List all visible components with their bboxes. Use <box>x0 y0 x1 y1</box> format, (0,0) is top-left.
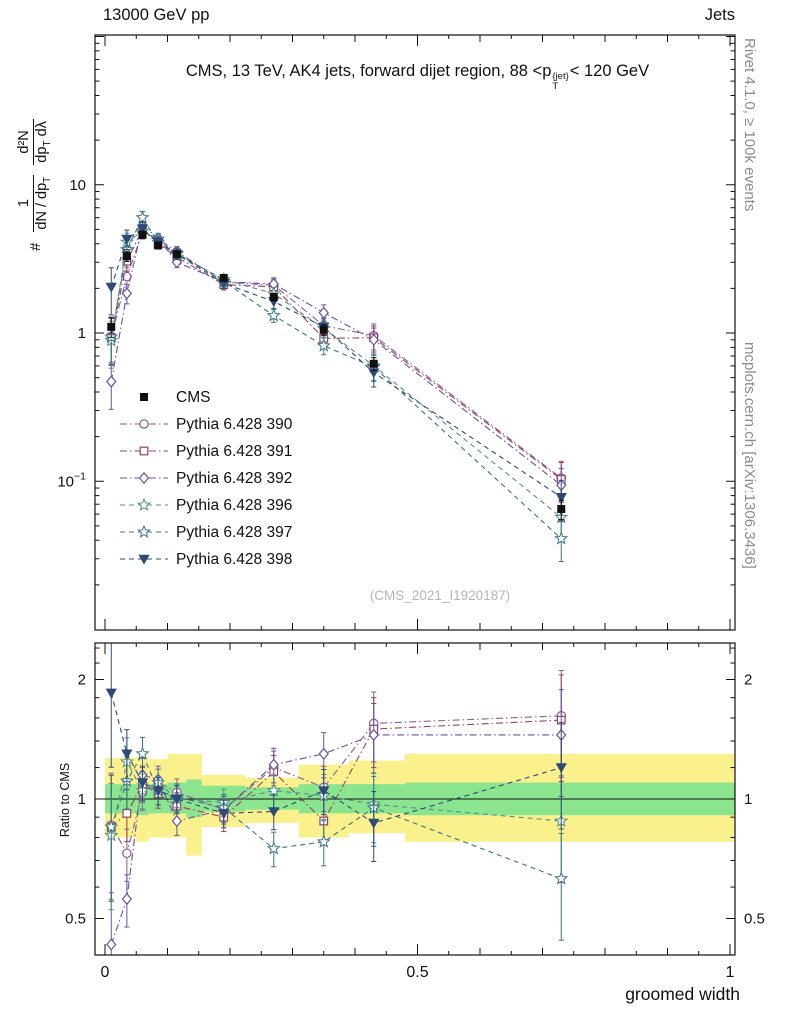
legend-item-pythia-6-428-392: Pythia 6.428 392 <box>120 470 292 487</box>
svg-text:0.5: 0.5 <box>65 911 86 928</box>
svg-text:1: 1 <box>744 791 752 808</box>
svg-text:CMS: CMS <box>176 389 210 406</box>
svg-text:2: 2 <box>78 671 86 688</box>
main-y-axis-label: # 1 dN / dpT d²N dpT dλ <box>9 40 61 330</box>
beam-energy-label: 13000 GeV pp <box>103 6 210 24</box>
series-ratio-pythia-6-428-392 <box>106 689 567 955</box>
legend-item-pythia-6-428-396: Pythia 6.428 396 <box>120 497 292 514</box>
process-label: Jets <box>704 6 735 24</box>
svg-text:Pythia 6.428 392: Pythia 6.428 392 <box>176 470 292 487</box>
hash-symbol: # <box>26 242 44 251</box>
ylabel-fraction-2: d²N dpT dλ <box>16 119 54 165</box>
series-main-cms <box>107 230 566 520</box>
svg-text:0.5: 0.5 <box>406 964 428 981</box>
legend: CMS Pythia 6.428 390 Pythia 6.428 391 Pythi… <box>120 389 293 568</box>
rivet-version-label: Rivet 4.1.0, ≥ 100k events <box>741 38 758 212</box>
series-ratio-pythia-6-428-398 <box>105 643 567 862</box>
svg-text:Pythia 6.428 398: Pythia 6.428 398 <box>176 551 292 568</box>
svg-text:1: 1 <box>78 791 86 808</box>
svg-text:Pythia 6.428 390: Pythia 6.428 390 <box>176 416 293 433</box>
ylabel-fraction-1: 1 dN / dpT <box>16 174 54 232</box>
svg-text:1: 1 <box>726 964 735 981</box>
legend-item-pythia-6-428-398: Pythia 6.428 398 <box>120 551 292 568</box>
plot-title: CMS, 13 TeV, AK4 jets, forward dijet reg… <box>95 62 740 92</box>
x-axis-label: groomed width <box>625 984 740 1004</box>
legend-item-pythia-6-428-397: Pythia 6.428 397 <box>120 524 292 541</box>
uncertainty-bands <box>105 753 735 856</box>
title-suffix: < 120 GeV <box>569 62 650 80</box>
svg-text:2: 2 <box>744 671 752 688</box>
pt-jet-supsub: {jet} T <box>552 71 569 92</box>
legend-item-pythia-6-428-390: Pythia 6.428 390 <box>120 416 293 433</box>
svg-text:0: 0 <box>101 964 110 981</box>
svg-text:Pythia 6.428 397: Pythia 6.428 397 <box>176 524 292 541</box>
legend-item-pythia-6-428-391: Pythia 6.428 391 <box>120 443 292 460</box>
axis-ticks <box>95 35 735 955</box>
legend-item-cms: CMS <box>140 389 210 406</box>
analysis-id-watermark: (CMS_2021_I1920187) <box>369 588 511 603</box>
svg-text:10: 10 <box>69 177 86 194</box>
series-main-pythia-6-428-392 <box>106 218 567 509</box>
svg-text:1: 1 <box>78 325 86 342</box>
svg-text:Pythia 6.428 396: Pythia 6.428 396 <box>176 497 292 514</box>
title-text: CMS, 13 TeV, AK4 jets, forward dijet reg… <box>185 62 552 80</box>
mcplots-citation-label: mcplots.cern.ch [arXiv:1306.3436] <box>741 342 758 569</box>
svg-text:0.5: 0.5 <box>744 911 765 928</box>
svg-text:Pythia 6.428 391: Pythia 6.428 391 <box>176 443 292 460</box>
series-main-pythia-6-428-396 <box>104 223 569 541</box>
tick-labels: 0 0.5 1 10 1 10−1 2 2 1 1 0.5 0.5 <box>57 177 765 981</box>
ratio-y-axis-label: Ratio to CMS <box>58 762 72 838</box>
green-band-segment <box>186 779 202 818</box>
svg-text:10−1: 10−1 <box>57 470 86 490</box>
